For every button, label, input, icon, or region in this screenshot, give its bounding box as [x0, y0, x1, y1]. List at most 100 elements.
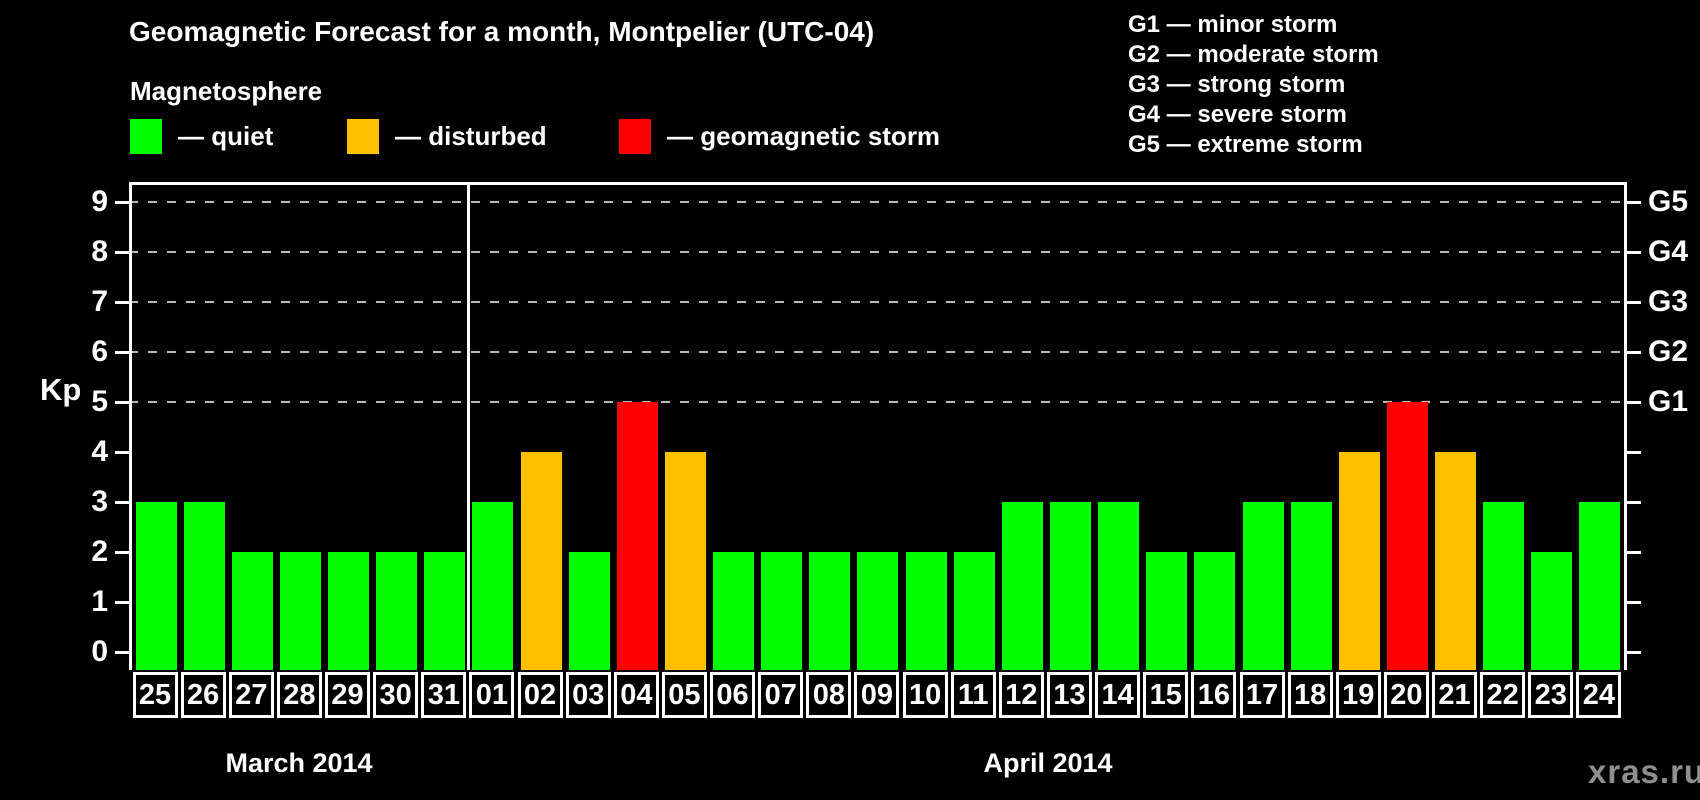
kp-bar: [1194, 552, 1236, 670]
kp-bar: [1290, 502, 1332, 670]
kp-bar: [713, 552, 755, 670]
day-label-box: 28: [276, 672, 322, 718]
kp-bar: [279, 552, 321, 670]
y-axis-title: Kp: [40, 372, 82, 407]
y-axis-tick-label: 6: [91, 335, 108, 368]
day-label-box: 14: [1095, 672, 1141, 718]
g-scale-label: G5: [1648, 185, 1689, 218]
gridline: [129, 251, 1624, 253]
storm-scale-g2: G2 — moderate storm: [1128, 41, 1379, 68]
storm-scale-g3: G3 — strong storm: [1128, 71, 1346, 98]
day-label-box: 04: [613, 672, 659, 718]
day-label-box: 19: [1335, 672, 1381, 718]
kp-bar: [664, 452, 706, 670]
kp-bar: [1098, 502, 1140, 670]
g-scale-label: G1: [1648, 385, 1689, 418]
day-label-box: 17: [1239, 672, 1285, 718]
kp-bar: [568, 552, 610, 670]
y-axis-tick-label: 5: [91, 385, 108, 418]
gridline: [129, 401, 1624, 403]
right-axis-line: [1624, 182, 1627, 670]
month-label-march: March 2014: [225, 748, 373, 778]
kp-bar: [231, 552, 273, 670]
day-label-box: 01: [469, 672, 515, 718]
month-separator-line: [467, 182, 471, 670]
kp-bar: [953, 552, 995, 670]
storm-scale-g4: G4 — severe storm: [1128, 101, 1347, 128]
day-label-box: 12: [998, 672, 1044, 718]
legend-item-label: — disturbed: [395, 121, 547, 151]
legend-item-label: — geomagnetic storm: [667, 121, 941, 151]
kp-bar: [1483, 502, 1525, 670]
y-axis-tick-label: 2: [91, 535, 108, 568]
y-axis-tick-label: 0: [91, 635, 108, 668]
right-axis-tick: [1627, 201, 1641, 204]
storm-scale-g1: G1 — minor storm: [1128, 11, 1338, 38]
day-label-box: 18: [1287, 672, 1333, 718]
y-axis-tick: [115, 351, 129, 354]
y-axis-tick: [115, 451, 129, 454]
legend-heading: Magnetosphere: [130, 76, 323, 106]
y-axis-tick: [115, 401, 129, 404]
page-title: Geomagnetic Forecast for a month, Montpe…: [129, 16, 875, 47]
gridline: [129, 351, 1624, 353]
day-label-box: 02: [517, 672, 563, 718]
y-axis-tick-label: 7: [91, 285, 108, 318]
right-axis-tick: [1627, 251, 1641, 254]
kp-bar: [183, 502, 225, 670]
kp-bar: [328, 552, 370, 670]
kp-bar: [616, 402, 658, 670]
kp-bar: [1001, 502, 1043, 670]
y-axis-tick: [115, 551, 129, 554]
right-axis-tick: [1627, 551, 1641, 554]
y-axis-line: [129, 182, 132, 670]
kp-bar: [376, 552, 418, 670]
plot-top-border: [129, 182, 1627, 185]
day-label-box: 09: [854, 672, 900, 718]
right-axis-tick: [1627, 601, 1641, 604]
y-axis-tick: [115, 301, 129, 304]
legend-item-storm: — geomagnetic storm: [619, 119, 940, 154]
day-label-box: 08: [806, 672, 852, 718]
kp-bar: [135, 502, 177, 670]
day-label-box: 21: [1432, 672, 1478, 718]
right-axis-tick: [1627, 651, 1641, 654]
day-label-box: 13: [1047, 672, 1093, 718]
day-label-box: 11: [950, 672, 996, 718]
y-axis-tick-label: 3: [91, 485, 108, 518]
kp-bar: [1579, 502, 1621, 670]
day-label-box: 16: [1191, 672, 1237, 718]
day-label-box: 20: [1383, 672, 1429, 718]
day-label-box: 05: [661, 672, 707, 718]
kp-bar: [905, 552, 947, 670]
y-axis-tick-label: 9: [91, 185, 108, 218]
right-axis-tick: [1627, 301, 1641, 304]
kp-bar: [857, 552, 899, 670]
kp-bar: [1242, 502, 1284, 670]
day-label-box: 22: [1480, 672, 1526, 718]
legend-item-label: — quiet: [178, 121, 274, 151]
y-axis-tick-label: 4: [91, 435, 108, 468]
g-scale-label: G4: [1648, 235, 1689, 268]
gridline: [129, 201, 1624, 203]
right-axis-tick: [1627, 351, 1641, 354]
storm-scale-legend: G1 — minor storm G2 — moderate storm G3 …: [1128, 10, 1379, 160]
kp-bar: [1386, 402, 1428, 670]
y-axis-tick-label: 8: [91, 235, 108, 268]
kp-bar: [761, 552, 803, 670]
day-label-box: 29: [325, 672, 371, 718]
day-label-box: 07: [758, 672, 804, 718]
kp-bar: [472, 502, 514, 670]
kp-bar: [1435, 452, 1477, 670]
storm-scale-g5: G5 — extreme storm: [1128, 131, 1363, 158]
storm-color-swatch-icon: [619, 119, 651, 154]
day-label-box: 25: [132, 672, 178, 718]
day-label-box: 23: [1528, 672, 1574, 718]
day-label-box: 31: [421, 672, 467, 718]
right-axis-tick: [1627, 501, 1641, 504]
day-label-box: 10: [902, 672, 948, 718]
y-axis-tick-label: 1: [91, 585, 108, 618]
g-scale-label: G3: [1648, 285, 1689, 318]
kp-bar: [1338, 452, 1380, 670]
